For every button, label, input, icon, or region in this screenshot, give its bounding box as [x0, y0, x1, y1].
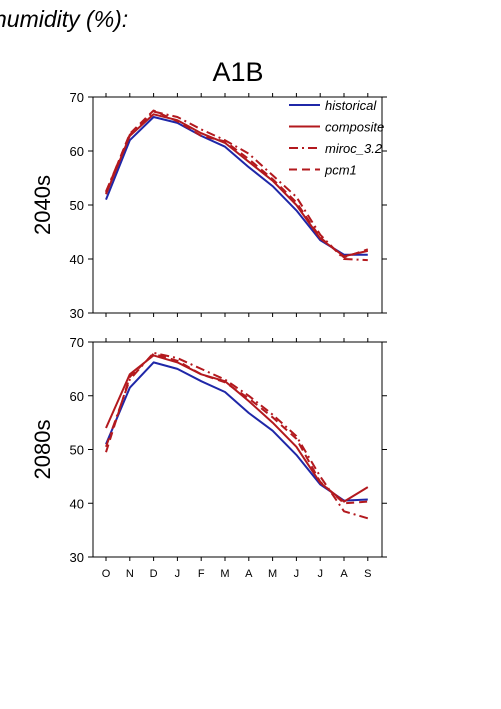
panel-2080s: 30 40 50 60 70 O N D J F M A M J J A S 2080s: [30, 335, 387, 580]
series-line-composite: [105, 113, 369, 258]
y-tick-label: 70: [70, 90, 84, 105]
y-tick-label: 30: [70, 550, 84, 565]
scenario-title: A1B: [212, 57, 263, 87]
series-line-composite: [105, 354, 369, 503]
y-tick-label: 70: [70, 335, 84, 350]
legend-label-composite: composite: [325, 120, 384, 135]
series-line-historical: [105, 116, 368, 256]
x-tick-label: A: [245, 568, 253, 580]
series-line-historical: [105, 361, 368, 502]
x-tick-label: M: [268, 568, 277, 580]
panel-2040s: 30 40 50 60 70 2040s: [30, 90, 387, 321]
figure-heading: humidity (%):: [0, 6, 128, 32]
panels: 30 40 50 60 70 2040s 30 40 50 60 70 O N D J F M A M J J A S 208…: [30, 90, 387, 580]
series-line-pcm1: [105, 352, 368, 505]
series-line-miroc_3.2: [105, 351, 369, 520]
x-tick-label: M: [220, 568, 229, 580]
y-tick-label: 40: [70, 496, 84, 511]
y-tick-label: 60: [70, 144, 84, 159]
x-tick-label: J: [294, 568, 300, 580]
x-tick-label: J: [317, 568, 323, 580]
x-tick-label: J: [175, 568, 181, 580]
x-tick-label: S: [364, 568, 371, 580]
series-line-miroc_3.2: [105, 110, 368, 262]
y-tick-label: 60: [70, 389, 84, 404]
y-tick-label: 40: [70, 252, 84, 267]
y-tick-label: 50: [70, 198, 84, 213]
legend-label-miroc_3.2: miroc_3.2: [325, 141, 383, 156]
panel-label: 2080s: [30, 420, 55, 480]
series-line-pcm1: [105, 109, 369, 259]
x-tick-label: N: [126, 568, 134, 580]
y-tick-label: 50: [70, 443, 84, 458]
plot-frame: [92, 341, 383, 558]
x-tick-label: D: [150, 568, 158, 580]
legend-label-historical: historical: [325, 98, 377, 113]
panel-label: 2040s: [30, 175, 55, 235]
x-tick-label: A: [340, 568, 348, 580]
legend-label-pcm1: pcm1: [324, 163, 357, 178]
y-tick-label: 30: [70, 306, 84, 321]
legend: historical composite miroc_3.2 pcm1: [289, 98, 384, 178]
x-tick-label: F: [198, 568, 205, 580]
x-tick-label: O: [102, 568, 111, 580]
